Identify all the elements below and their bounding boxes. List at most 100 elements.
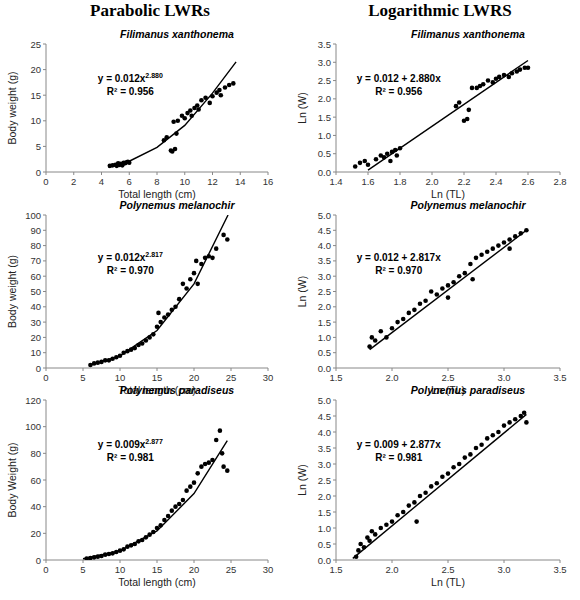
annotation: y = 0.012x2.817 bbox=[98, 251, 163, 263]
y-tick-label: 2.0 bbox=[318, 301, 331, 312]
data-point bbox=[353, 164, 358, 169]
y-tick-label: 1.0 bbox=[318, 523, 331, 534]
data-point bbox=[358, 161, 363, 166]
x-axis bbox=[336, 172, 560, 173]
data-point bbox=[182, 116, 187, 121]
data-point bbox=[463, 455, 468, 460]
y-tick-label: 2.5 bbox=[318, 475, 331, 486]
data-point bbox=[374, 157, 379, 162]
x-tick-label: 2.5 bbox=[441, 372, 454, 383]
x-tick-label: 2.8 bbox=[553, 176, 566, 187]
x-tick bbox=[464, 172, 465, 175]
y-tick-label: 2.5 bbox=[318, 75, 331, 86]
x-tick-label: 1.5 bbox=[329, 564, 342, 575]
y-tick-label: 4.5 bbox=[318, 225, 331, 236]
y-tick bbox=[333, 416, 336, 417]
data-point bbox=[468, 262, 473, 267]
y-tick bbox=[333, 306, 336, 307]
chart-title: Filimanus xanthonema bbox=[411, 28, 525, 40]
y-tick bbox=[43, 426, 46, 427]
y-axis-label: Ln (W) bbox=[296, 92, 308, 124]
y-tick bbox=[333, 337, 336, 338]
data-point bbox=[219, 93, 224, 98]
y-tick-label: 3.5 bbox=[318, 255, 331, 266]
data-point bbox=[502, 423, 507, 428]
data-point bbox=[156, 311, 161, 316]
y-tick bbox=[333, 496, 336, 497]
y-axis bbox=[46, 44, 47, 172]
y-tick bbox=[43, 146, 46, 147]
y-tick-label: 2.5 bbox=[318, 286, 331, 297]
y-axis bbox=[336, 44, 337, 172]
y-tick-label: 0.5 bbox=[318, 539, 331, 550]
data-point bbox=[446, 471, 451, 476]
y-tick bbox=[43, 95, 46, 96]
data-point bbox=[192, 271, 197, 276]
annotation-text: R² = 0.970 bbox=[107, 265, 154, 276]
y-tick-label: 70 bbox=[30, 255, 41, 266]
annotation: R² = 0.956 bbox=[107, 86, 154, 97]
y-tick-label: 5 bbox=[36, 141, 41, 152]
y-tick bbox=[333, 230, 336, 231]
data-point bbox=[173, 504, 178, 509]
data-point bbox=[496, 430, 501, 435]
y-tick-label: 0 bbox=[36, 363, 41, 374]
y-tick-label: 3.0 bbox=[318, 459, 331, 470]
y-tick bbox=[333, 480, 336, 481]
x-tick bbox=[268, 560, 269, 563]
data-point bbox=[446, 283, 451, 288]
x-tick-label: 1.5 bbox=[329, 372, 342, 383]
data-point bbox=[199, 98, 204, 103]
data-point bbox=[481, 82, 486, 87]
y-tick-label: 60 bbox=[30, 271, 41, 282]
data-point bbox=[470, 86, 475, 91]
x-tick bbox=[184, 172, 185, 175]
y-axis-label: Body Weight (g) bbox=[6, 442, 18, 517]
y-tick bbox=[43, 453, 46, 454]
data-point bbox=[412, 500, 417, 505]
x-tick bbox=[231, 368, 232, 371]
x-tick bbox=[400, 172, 401, 175]
x-tick bbox=[448, 560, 449, 563]
y-tick bbox=[333, 98, 336, 99]
x-tick bbox=[368, 172, 369, 175]
y-tick bbox=[43, 506, 46, 507]
data-point bbox=[176, 119, 181, 124]
trend-line bbox=[370, 230, 527, 349]
data-point bbox=[210, 256, 215, 261]
figure: Parabolic LWRsLogarithmic LWRS0246810121… bbox=[0, 0, 580, 600]
x-tick-label: 2 bbox=[71, 176, 76, 187]
y-tick bbox=[43, 230, 46, 231]
panel: 1.52.02.53.03.50.00.51.01.52.02.53.03.54… bbox=[296, 199, 567, 396]
data-point bbox=[479, 252, 484, 257]
y-tick-label: 20 bbox=[30, 528, 41, 539]
x-tick-label: 20 bbox=[189, 372, 200, 383]
y-tick bbox=[43, 560, 46, 561]
data-point bbox=[207, 460, 212, 465]
data-point bbox=[188, 277, 193, 282]
data-point bbox=[496, 243, 501, 248]
y-tick-label: 25 bbox=[30, 39, 41, 50]
x-tick-label: 6 bbox=[127, 176, 132, 187]
x-axis-label: Total length (cm) bbox=[118, 576, 196, 588]
y-tick-label: 4.5 bbox=[318, 411, 331, 422]
y-tick-label: 10 bbox=[30, 115, 41, 126]
x-tick bbox=[157, 560, 158, 563]
y-tick-label: 5.0 bbox=[318, 395, 331, 406]
y-tick-label: 3.5 bbox=[318, 443, 331, 454]
data-point bbox=[468, 452, 473, 457]
y-axis-label: Ln (W) bbox=[296, 276, 308, 308]
y-tick-label: 30 bbox=[30, 317, 41, 328]
data-point bbox=[423, 491, 428, 496]
data-point bbox=[524, 420, 529, 425]
data-point bbox=[412, 308, 417, 313]
x-tick-label: 3.0 bbox=[497, 564, 510, 575]
annotation: y = 0.012 + 2.880x bbox=[357, 73, 441, 84]
y-tick-label: 10 bbox=[30, 347, 41, 358]
data-point bbox=[195, 471, 200, 476]
y-tick bbox=[43, 120, 46, 121]
x-tick-label: 0 bbox=[43, 176, 48, 187]
annotation-text: y = 0.012 + 2.817x bbox=[357, 252, 441, 263]
y-tick-label: 1.0 bbox=[318, 332, 331, 343]
y-tick bbox=[333, 62, 336, 63]
